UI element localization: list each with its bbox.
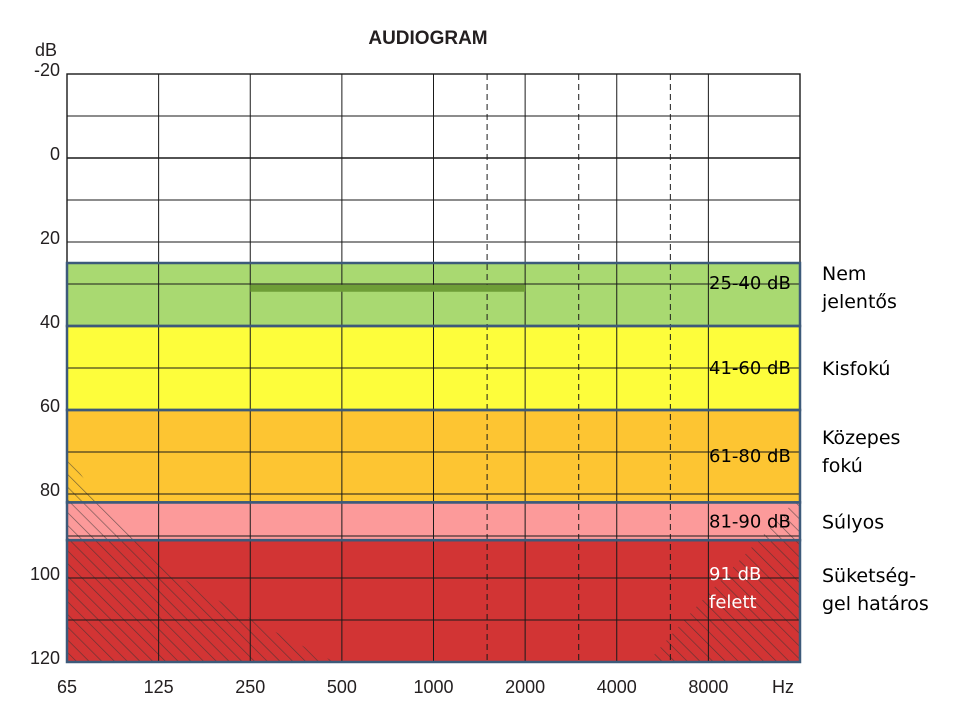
y-tick-label: -20 [34, 60, 60, 80]
x-tick-label: 1000 [413, 677, 453, 697]
band-category-label-4: Súlyos [822, 511, 884, 533]
y-tick-label: 40 [40, 312, 60, 332]
band-category-label-2: Kisfokú [822, 358, 890, 380]
y-axis-label: dB [35, 40, 57, 60]
x-tick-label: 65 [57, 677, 77, 697]
band-range-label-5: 91 dB felett [709, 564, 761, 613]
band-labels: 25-40 dB Nem jelentős 41-60 dB Kisfokú 61-80 … [709, 263, 929, 615]
band-category-label-1: Nem jelentős [821, 263, 897, 313]
band-category-label-5: Süketség-gel határos [822, 565, 929, 615]
y-tick-labels: -20 0 20 40 60 80 100 120 [30, 60, 60, 668]
y-tick-label: 120 [30, 648, 60, 668]
band-category-label-3: Közepes fokú [822, 427, 900, 477]
band-range-label-4: 81-90 dB [709, 511, 791, 532]
y-tick-label: 60 [40, 396, 60, 416]
y-tick-label: 0 [50, 144, 60, 164]
band-range-label-1: 25-40 dB [709, 273, 791, 294]
hatch-region-left [67, 452, 335, 662]
x-tick-label: 4000 [597, 677, 637, 697]
band-borders [65, 261, 802, 664]
band-range-label-2: 41-60 dB [709, 358, 791, 379]
y-tick-label: 20 [40, 228, 60, 248]
x-tick-label: 8000 [688, 677, 728, 697]
x-axis-label: Hz [772, 677, 794, 697]
x-tick-label: 250 [235, 677, 265, 697]
x-tick-labels: 65 125 250 500 1000 2000 4000 8000 [57, 677, 728, 697]
band-border-5 [65, 538, 802, 664]
y-tick-label: 80 [40, 480, 60, 500]
y-tick-label: 100 [30, 564, 60, 584]
x-tick-label: 125 [144, 677, 174, 697]
band-range-label-3: 61-80 dB [709, 446, 791, 467]
x-tick-label: 500 [327, 677, 357, 697]
chart-title: AUDIOGRAM [368, 28, 487, 49]
x-tick-label: 2000 [505, 677, 545, 697]
